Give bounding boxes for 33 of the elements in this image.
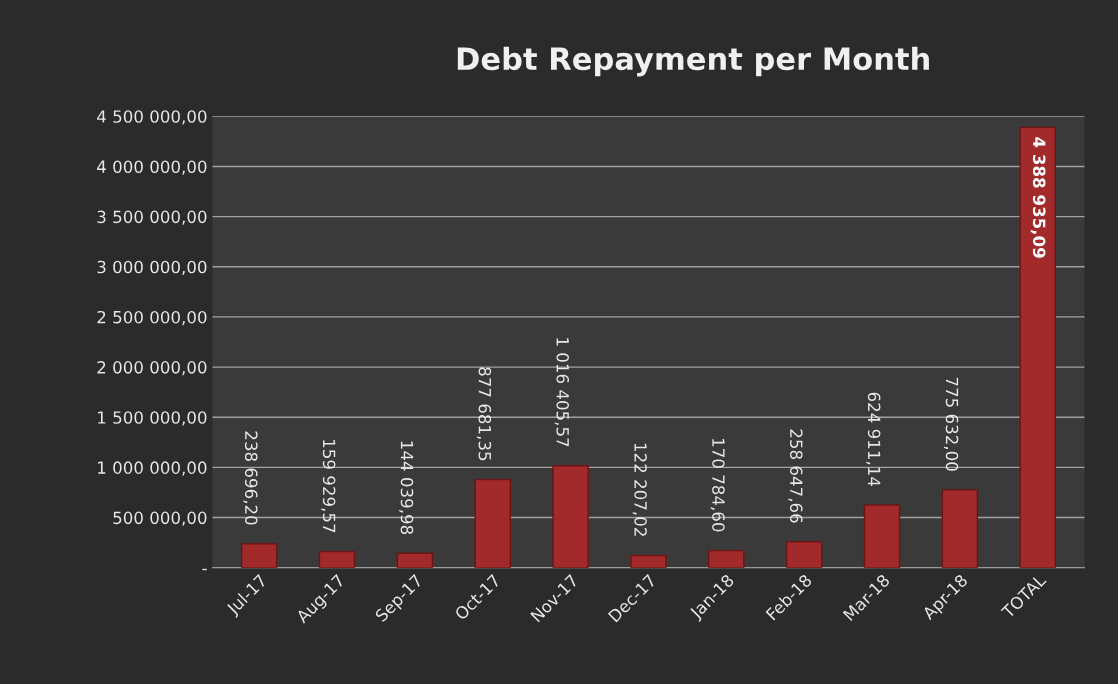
data-label: 122 207,02: [632, 443, 647, 536]
bar: [1019, 126, 1056, 568]
y-tick-label: 4 500 000,00: [97, 110, 207, 125]
y-tick-label: 1 000 000,00: [98, 461, 207, 476]
y-tick-label: 4 000 000,00: [97, 160, 207, 175]
y-tick-label: -: [202, 568, 207, 571]
chart-title: Debt Repayment per Month: [457, 46, 929, 77]
y-tick-label: 3 000 000,00: [97, 260, 207, 276]
y-tick-label: 500 000,00: [113, 511, 207, 526]
bar: [785, 541, 823, 568]
bar: [630, 554, 667, 568]
bar: [396, 552, 434, 568]
data-label: 258 647,66: [788, 429, 803, 523]
bar: [552, 465, 589, 568]
bar: [708, 549, 745, 568]
data-label: 624 911,14: [866, 392, 881, 487]
y-tick-label: 1 500 000,00: [98, 411, 207, 426]
data-label: 775 632,00: [944, 377, 959, 471]
data-label: 4 388 935,09: [1030, 137, 1046, 258]
bar: [474, 478, 511, 568]
y-tick-label: 2 000 000,00: [97, 361, 207, 376]
data-label: 144 039,98: [398, 441, 414, 535]
data-label: 170 784,60: [710, 438, 725, 532]
y-tick-label: 2 500 000,00: [97, 310, 207, 326]
data-label: 159 929,57: [321, 440, 336, 533]
bar: [318, 550, 356, 568]
data-label: 1 016 405,57: [554, 338, 570, 447]
data-label: 877 681,35: [476, 367, 492, 461]
data-label: 238 696,20: [243, 431, 258, 525]
bar: [941, 489, 979, 568]
y-tick-label: 3 500 000,00: [97, 210, 207, 225]
bar: [240, 543, 278, 568]
bar: [863, 504, 901, 568]
